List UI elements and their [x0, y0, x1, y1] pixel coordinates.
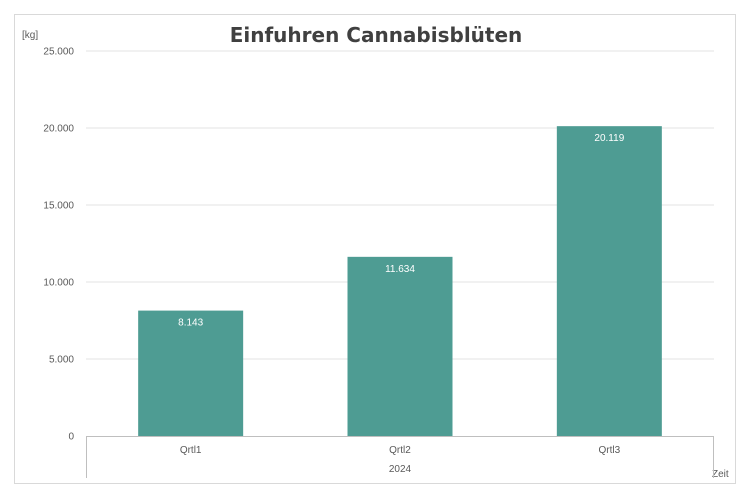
axes: 0 5.000 10.000 15.000 20.000 25.000 Qrtl1 Qrtl2…: [43, 47, 714, 478]
x-tick-label: Qrtl3: [598, 445, 620, 456]
chart-title: Einfuhren Cannabisblüten: [230, 23, 523, 47]
bar-qrtl2: [347, 256, 453, 436]
x-tick-label: Qrtl2: [389, 445, 411, 456]
data-label: 20.119: [594, 133, 624, 144]
y-axis-label: [kg]: [22, 30, 38, 41]
data-label: 11.634: [385, 264, 415, 275]
data-label: 8.143: [178, 318, 203, 329]
bars: 8.143 11.634 20.119: [138, 126, 662, 437]
x-tick-label: Qrtl1: [180, 445, 202, 456]
bar-qrtl3: [556, 126, 662, 437]
y-tick-label: 15.000: [43, 201, 74, 212]
y-tick-label: 20.000: [43, 124, 74, 135]
y-tick-label: 5.000: [49, 355, 74, 366]
y-tick-label: 10.000: [43, 278, 74, 289]
y-tick-label: 25.000: [43, 47, 74, 58]
category-group-label: 2024: [389, 464, 412, 475]
bar-qrtl1: [138, 310, 244, 436]
y-tick-label: 0: [68, 432, 74, 443]
x-axis-label: Zeit: [712, 469, 729, 480]
